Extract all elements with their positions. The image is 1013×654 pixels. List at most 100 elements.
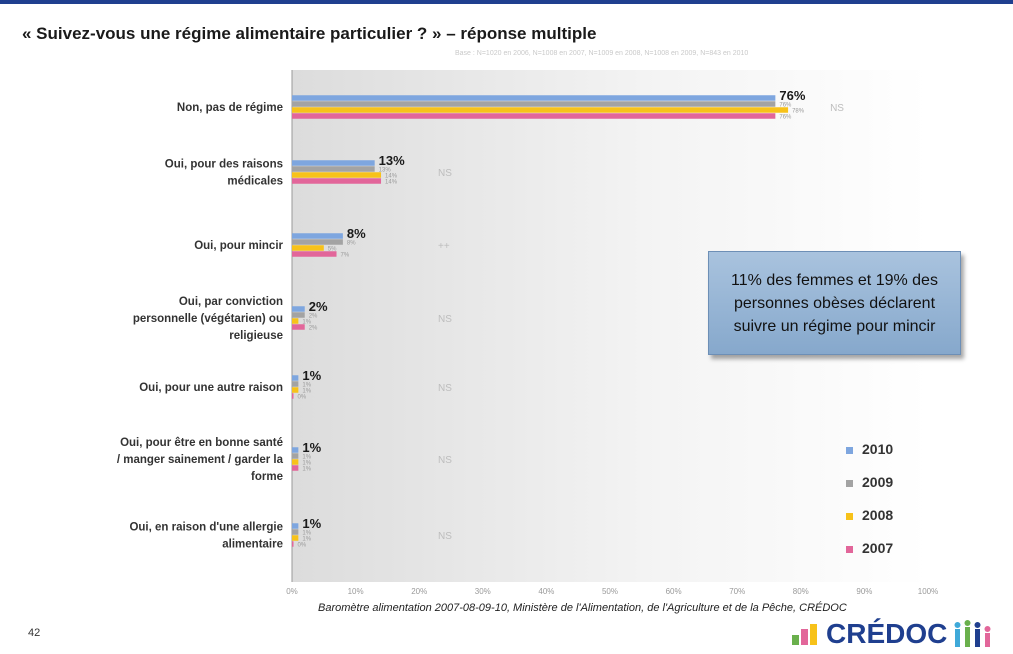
- bar-2008-0: [292, 107, 789, 113]
- bar-2010-1: [292, 160, 375, 166]
- x-tick-label-10: 100%: [918, 587, 938, 596]
- value-label-2010-1: 13%: [379, 153, 405, 168]
- x-tick-label-4: 40%: [538, 587, 554, 596]
- x-tick-label-0: 0%: [286, 587, 298, 596]
- bar-2010-0: [292, 95, 776, 101]
- category-label-3-line-2: religieuse: [229, 330, 283, 342]
- bar-2007-6: [292, 541, 294, 547]
- legend-label-2008: 2008: [862, 507, 893, 523]
- value-label-2009-3: 2%: [309, 313, 318, 319]
- significance-label-1: NS: [438, 168, 452, 179]
- callout-box: 11% des femmes et 19% des personnes obès…: [708, 251, 961, 355]
- page-title: « Suivez-vous une régime alimentaire par…: [22, 24, 597, 43]
- value-label-2007-1: 14%: [385, 179, 398, 185]
- legend-swatch-2008: [846, 513, 853, 520]
- page-number: 42: [28, 627, 41, 639]
- value-label-2010-6: 1%: [302, 516, 321, 531]
- bar-2008-2: [292, 245, 324, 251]
- value-label-2007-6: 0%: [298, 542, 307, 548]
- bar-2009-2: [292, 239, 343, 245]
- value-label-2007-2: 7%: [341, 252, 350, 258]
- significance-label-2: ++: [438, 241, 450, 252]
- category-label-5-line-1: / manger sainement / garder la: [117, 454, 284, 466]
- value-label-2008-5: 1%: [302, 460, 311, 466]
- bar-2008-4: [292, 387, 299, 393]
- bar-2010-5: [292, 447, 299, 453]
- bar-2007-3: [292, 324, 305, 330]
- bar-2010-2: [292, 233, 343, 239]
- value-label-2008-1: 14%: [385, 173, 398, 179]
- significance-label-0: NS: [830, 103, 844, 114]
- category-label-3-line-1: personnelle (végétarien) ou: [133, 313, 283, 325]
- bar-2009-1: [292, 166, 375, 172]
- bar-2007-1: [292, 178, 382, 184]
- x-tick-label-3: 30%: [475, 587, 491, 596]
- value-label-2007-4: 0%: [298, 394, 307, 400]
- value-label-2010-0: 76%: [779, 88, 805, 103]
- category-label-0-line-0: Non, pas de régime: [177, 102, 283, 114]
- category-label-2-line-0: Oui, pour mincir: [194, 240, 283, 252]
- bar-2007-4: [292, 393, 294, 399]
- credoc-logo: CRÉDOC: [790, 617, 999, 651]
- significance-label-5: NS: [438, 455, 452, 466]
- bar-2008-3: [292, 318, 299, 324]
- category-label-3-line-0: Oui, par conviction: [179, 296, 283, 308]
- bar-2008-1: [292, 172, 382, 178]
- category-label-6-line-0: Oui, en raison d'une allergie: [129, 522, 283, 534]
- significance-label-6: NS: [438, 531, 452, 542]
- value-label-2008-0: 78%: [792, 108, 805, 114]
- significance-label-3: NS: [438, 314, 452, 325]
- value-label-2009-4: 1%: [302, 382, 311, 388]
- value-label-2008-4: 1%: [302, 388, 311, 394]
- value-label-2009-2: 8%: [347, 240, 356, 246]
- x-tick-label-2: 20%: [411, 587, 427, 596]
- value-label-2007-5: 1%: [302, 466, 311, 472]
- value-label-2008-2: 5%: [328, 246, 337, 252]
- value-label-2009-0: 76%: [779, 102, 792, 108]
- category-label-5-line-2: forme: [251, 471, 283, 483]
- legend-label-2007: 2007: [862, 540, 893, 556]
- bar-2009-4: [292, 381, 299, 387]
- source-note: Baromètre alimentation 2007-08-09-10, Mi…: [318, 602, 847, 614]
- value-label-2009-6: 1%: [302, 530, 311, 536]
- sample-size-note: Base : N=1020 en 2006, N=1008 en 2007, N…: [455, 50, 749, 57]
- bar-2010-4: [292, 375, 299, 381]
- bar-2010-3: [292, 306, 305, 312]
- bar-2009-0: [292, 101, 776, 107]
- logo-text: CRÉDOC: [826, 618, 948, 649]
- category-label-1-line-1: médicales: [227, 176, 283, 188]
- bar-2009-5: [292, 453, 299, 459]
- x-tick-label-9: 90%: [856, 587, 872, 596]
- value-label-2008-3: 1%: [302, 319, 311, 325]
- value-label-2010-5: 1%: [302, 440, 321, 455]
- top-rule: [0, 0, 1013, 4]
- category-label-4-line-0: Oui, pour une autre raison: [139, 382, 283, 394]
- x-tick-label-7: 70%: [729, 587, 745, 596]
- legend-swatch-2010: [846, 447, 853, 454]
- x-tick-label-8: 80%: [793, 587, 809, 596]
- value-label-2010-2: 8%: [347, 226, 366, 241]
- legend-swatch-2009: [846, 480, 853, 487]
- callout-text: 11% des femmes et 19% des personnes obès…: [731, 271, 938, 335]
- value-label-2009-5: 1%: [302, 454, 311, 460]
- bar-2008-6: [292, 535, 299, 541]
- legend-swatch-2007: [846, 546, 853, 553]
- value-label-2007-3: 2%: [309, 325, 318, 331]
- value-label-2007-0: 76%: [779, 114, 792, 120]
- category-label-6-line-1: alimentaire: [222, 539, 283, 551]
- bar-2008-5: [292, 459, 299, 465]
- bar-2007-0: [292, 113, 776, 119]
- value-label-2010-3: 2%: [309, 299, 328, 314]
- x-tick-label-1: 10%: [348, 587, 364, 596]
- significance-label-4: NS: [438, 383, 452, 394]
- figures-logo-icon: [954, 620, 991, 647]
- bar-2009-6: [292, 529, 299, 535]
- category-label-1-line-0: Oui, pour des raisons: [165, 159, 283, 171]
- bar-2010-6: [292, 523, 299, 529]
- fork-logo-icon: [792, 624, 817, 645]
- x-tick-label-5: 50%: [602, 587, 618, 596]
- value-label-2008-6: 1%: [302, 536, 311, 542]
- category-label-5-line-0: Oui, pour être en bonne santé: [120, 437, 283, 449]
- value-label-2009-1: 13%: [379, 167, 392, 173]
- bar-2007-2: [292, 251, 337, 257]
